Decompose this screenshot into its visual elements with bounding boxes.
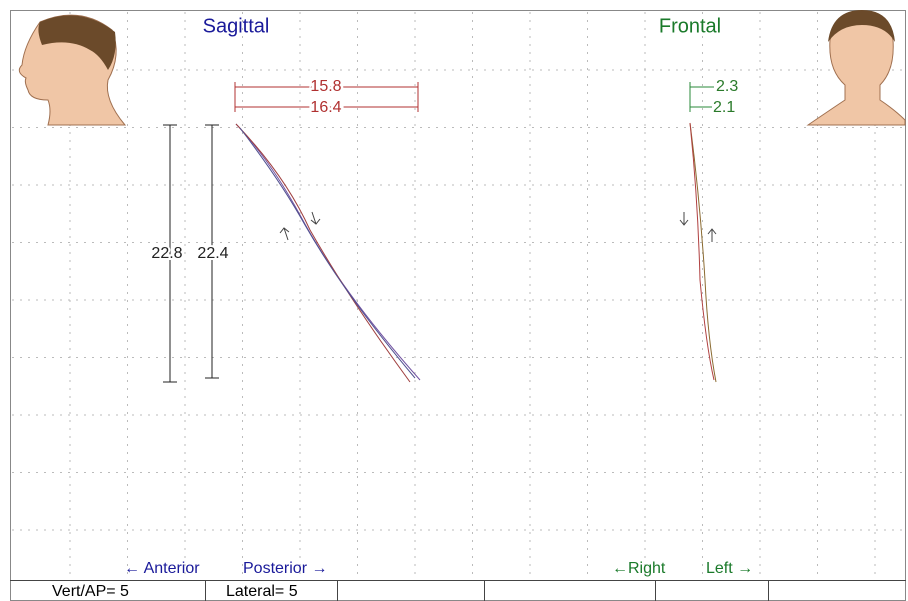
height-label: 22.4 xyxy=(197,245,228,262)
screen: Sagittal Frontal 15.8 16.4 22.8 22.4 2.3… xyxy=(0,0,908,601)
direction-label: ←Right xyxy=(612,560,666,577)
width-label: 2.1 xyxy=(713,99,735,116)
sagittal-title: Sagittal xyxy=(203,15,270,37)
width-label: 2.3 xyxy=(716,78,738,95)
width-label: 15.8 xyxy=(310,78,341,95)
height-label: 22.8 xyxy=(151,245,182,262)
width-label: 16.4 xyxy=(310,99,341,116)
frame xyxy=(11,11,906,601)
direction-label: Posterior → xyxy=(243,560,327,577)
status-field: Lateral= 5 xyxy=(226,583,298,600)
frontal-title: Frontal xyxy=(659,15,721,37)
direction-label: ← Anterior xyxy=(124,560,200,577)
page: Sagittal Frontal 15.8 16.4 22.8 22.4 2.3… xyxy=(0,0,908,601)
direction-label: Left → xyxy=(706,560,753,577)
status-field: Vert/AP= 5 xyxy=(52,583,129,600)
